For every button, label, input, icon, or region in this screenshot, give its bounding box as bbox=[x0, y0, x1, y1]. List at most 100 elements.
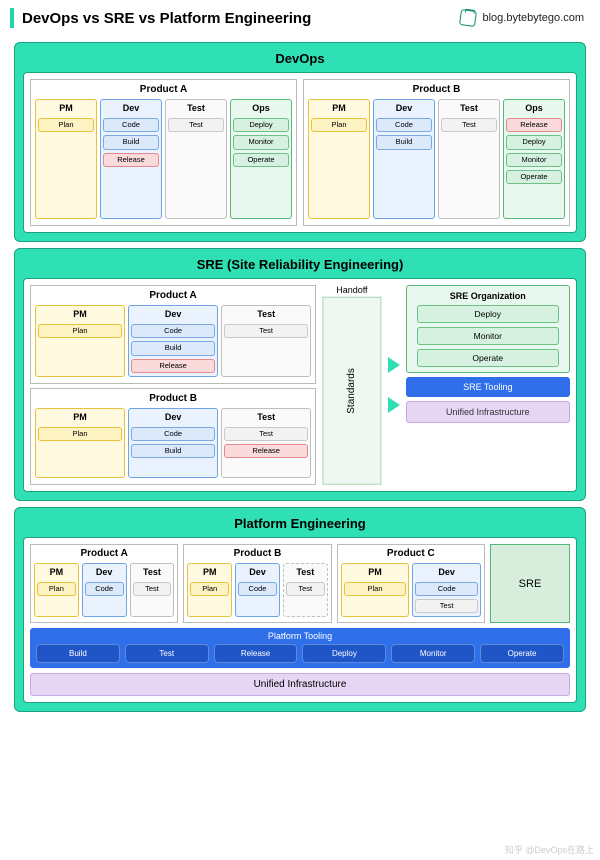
product-box: Product BPMPlanDevCodeBuildTestTestOpsRe… bbox=[303, 79, 570, 226]
chip-plan: Plan bbox=[38, 324, 122, 338]
role-head: Dev bbox=[165, 412, 182, 422]
role-col-dev: Dev Code bbox=[82, 563, 127, 617]
product-box: Product CPMPlanDevCodeTest bbox=[337, 544, 485, 624]
pe-section: Platform Engineering Product APMPlanDevC… bbox=[14, 507, 586, 713]
role-row: PM Plan DevCode Test Test bbox=[187, 563, 327, 617]
chip-plan: Plan bbox=[311, 118, 367, 132]
sre-mid-col: Handoff Standards bbox=[322, 285, 381, 485]
role-col-pm: PMPlan bbox=[34, 563, 79, 617]
sre-inner: Product APMPlanDevCodeBuildReleaseTestTe… bbox=[23, 278, 577, 492]
role-head: PM bbox=[59, 103, 73, 113]
chip-operate: Operate bbox=[233, 153, 289, 167]
product-title: Product B bbox=[35, 393, 311, 404]
pt-chip: Deploy bbox=[302, 644, 386, 663]
role-head: Dev bbox=[165, 309, 182, 319]
role-row: PMPlan Dev Code Build Release Test Test bbox=[35, 305, 311, 377]
chip-monitor: Monitor bbox=[233, 135, 289, 149]
chip-plan: Plan bbox=[190, 582, 229, 596]
product-box: Product APMPlanDevCodeBuildReleaseTestTe… bbox=[30, 285, 316, 384]
chip-build: Build bbox=[103, 135, 159, 149]
handoff-label: Handoff bbox=[336, 285, 367, 295]
sre-title: SRE (Site Reliability Engineering) bbox=[23, 255, 577, 278]
role-row: PMPlan Dev Code Test Test bbox=[34, 563, 174, 617]
sre-section: SRE (Site Reliability Engineering) Produ… bbox=[14, 248, 586, 501]
product-box: Product B PM Plan DevCode Test Test bbox=[183, 544, 331, 624]
role-head: Test bbox=[187, 103, 205, 113]
sre-org-chip: Deploy bbox=[417, 305, 559, 323]
chip-code: Code bbox=[85, 582, 124, 596]
role-head: Dev bbox=[96, 567, 113, 577]
role-head: Dev bbox=[123, 103, 140, 113]
product-title: Product B bbox=[308, 84, 565, 95]
chip-code: Code bbox=[103, 118, 159, 132]
title-wrap: DevOps vs SRE vs Platform Engineering bbox=[10, 8, 311, 28]
role-col-pm: PMPlan bbox=[35, 305, 125, 377]
page-title: DevOps vs SRE vs Platform Engineering bbox=[22, 10, 311, 27]
role-col-dev: DevCodeBuild bbox=[373, 99, 435, 219]
chip-test: Test bbox=[133, 582, 172, 596]
chip-build: Build bbox=[131, 444, 215, 458]
chip-test: Test bbox=[224, 324, 308, 338]
role-head: PM bbox=[203, 567, 217, 577]
chip-plan: Plan bbox=[38, 118, 94, 132]
role-col-ops: OpsDeployMonitorOperate bbox=[230, 99, 292, 219]
chip-release: Release bbox=[131, 359, 215, 373]
role-head: Dev bbox=[396, 103, 413, 113]
sre-tooling-label: SRE Tooling bbox=[463, 382, 512, 392]
role-col-dev: Dev Code Build Release bbox=[128, 305, 218, 377]
product-box: Product APMPlanDevCodeTestTest bbox=[30, 544, 178, 624]
role-col-pm: PM Plan bbox=[35, 99, 97, 219]
role-col-dev: DevCodeBuild bbox=[128, 408, 218, 478]
role-head: Dev bbox=[438, 567, 455, 577]
chip-test: Test bbox=[286, 582, 325, 596]
product-title: Product A bbox=[35, 84, 292, 95]
pt-chip: Monitor bbox=[391, 644, 475, 663]
chip-test: Test bbox=[224, 427, 308, 441]
role-row: PMPlanDevCodeBuildTestTestRelease bbox=[35, 408, 311, 478]
role-head: Test bbox=[296, 567, 314, 577]
sre-arrows bbox=[388, 285, 400, 485]
role-row: PMPlanDevCodeBuildReleaseTestTestOpsDepl… bbox=[35, 99, 292, 219]
role-head: Test bbox=[257, 309, 275, 319]
product-title: Product A bbox=[35, 290, 311, 301]
devops-title: DevOps bbox=[23, 49, 577, 72]
pe-inner: Product APMPlanDevCodeTestTestProduct BP… bbox=[23, 537, 577, 704]
chip-code: Code bbox=[376, 118, 432, 132]
role-col-pm: PM Plan bbox=[187, 563, 232, 617]
pe-title: Platform Engineering bbox=[23, 514, 577, 537]
role-head: Ops bbox=[525, 103, 543, 113]
devops-products-row: Product APMPlanDevCodeBuildReleaseTestTe… bbox=[30, 79, 570, 226]
chip-build: Build bbox=[131, 341, 215, 355]
sre-infra-bar: Unified Infrastructure bbox=[406, 401, 570, 423]
pt-chip: Build bbox=[36, 644, 120, 663]
role-head: Dev bbox=[249, 567, 266, 577]
role-head: PM bbox=[73, 412, 87, 422]
sre-products-col: Product APMPlanDevCodeBuildReleaseTestTe… bbox=[30, 285, 316, 485]
product-title: Product B bbox=[187, 548, 327, 559]
sre-right-col: SRE Organization DeployMonitorOperate SR… bbox=[406, 285, 570, 485]
product-box: Product BPMPlanDevCodeBuildTestTestRelea… bbox=[30, 388, 316, 485]
brand-text: blog.bytebytego.com bbox=[482, 12, 584, 24]
role-head: Test bbox=[143, 567, 161, 577]
platform-tooling-bar: Platform Tooling BuildTestReleaseDeployM… bbox=[30, 628, 570, 668]
devops-inner: Product APMPlanDevCodeBuildReleaseTestTe… bbox=[23, 72, 577, 233]
role-col-ops: OpsReleaseDeployMonitorOperate bbox=[503, 99, 565, 219]
pt-chip: Release bbox=[214, 644, 298, 663]
pe-unified-label: Unified Infrastructure bbox=[254, 679, 347, 690]
product-title: Product C bbox=[341, 548, 481, 559]
role-col-dev: DevCodeTest bbox=[412, 563, 481, 618]
sre-org-chip: Monitor bbox=[417, 327, 559, 345]
role-row: PMPlanDevCodeTest bbox=[341, 563, 481, 618]
chip-plan: Plan bbox=[37, 582, 76, 596]
pe-sre-block: SRE bbox=[490, 544, 570, 624]
role-col-dev: DevCode bbox=[235, 563, 280, 617]
chip-release: Release bbox=[224, 444, 308, 458]
chip-deploy: Deploy bbox=[506, 135, 562, 149]
sre-org-box: SRE Organization DeployMonitorOperate bbox=[406, 285, 570, 373]
sre-org-title: SRE Organization bbox=[450, 291, 526, 301]
role-col-test: Test Test bbox=[221, 305, 311, 377]
chip-release: Release bbox=[506, 118, 562, 132]
role-head: Ops bbox=[252, 103, 270, 113]
chip-plan: Plan bbox=[344, 582, 407, 596]
chip-code: Code bbox=[131, 324, 215, 338]
